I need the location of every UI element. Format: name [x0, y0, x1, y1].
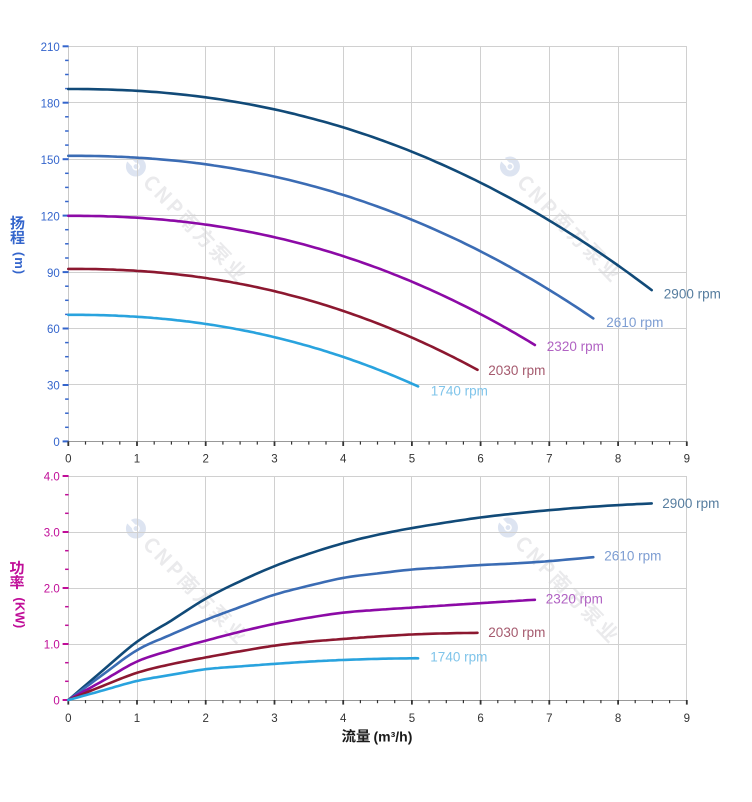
svg-text:0: 0 — [65, 453, 71, 465]
svg-text:4: 4 — [340, 453, 347, 465]
svg-text:120: 120 — [41, 211, 60, 223]
svg-text:210: 210 — [41, 42, 60, 54]
svg-text:5: 5 — [409, 713, 415, 725]
svg-text:8: 8 — [615, 453, 621, 465]
svg-text:1: 1 — [134, 453, 140, 465]
svg-text:5: 5 — [409, 453, 415, 465]
svg-text:1: 1 — [134, 713, 140, 725]
svg-text:0: 0 — [53, 696, 59, 708]
svg-text:1740 rpm: 1740 rpm — [431, 383, 488, 398]
svg-text:9: 9 — [684, 453, 690, 465]
svg-text:8: 8 — [615, 713, 621, 725]
svg-text:(m): (m) — [12, 252, 27, 275]
svg-text:(KW): (KW) — [12, 597, 27, 628]
svg-text:9: 9 — [684, 713, 690, 725]
svg-text:2610 rpm: 2610 rpm — [604, 548, 661, 563]
svg-text:150: 150 — [41, 155, 60, 167]
svg-text:180: 180 — [41, 98, 60, 110]
svg-text:2: 2 — [202, 713, 208, 725]
svg-text:3.0: 3.0 — [44, 528, 60, 540]
svg-text:7: 7 — [546, 713, 552, 725]
svg-text:90: 90 — [47, 268, 60, 280]
svg-text:2.0: 2.0 — [44, 584, 60, 596]
svg-text:2320 rpm: 2320 rpm — [546, 591, 603, 606]
svg-text:(m³/h): (m³/h) — [374, 728, 413, 744]
svg-text:1740 rpm: 1740 rpm — [430, 649, 487, 664]
svg-text:60: 60 — [47, 324, 60, 336]
svg-text:2030 rpm: 2030 rpm — [488, 625, 545, 640]
svg-text:30: 30 — [47, 381, 60, 393]
svg-text:3: 3 — [271, 453, 277, 465]
svg-text:0: 0 — [53, 437, 59, 449]
svg-text:2900 rpm: 2900 rpm — [664, 286, 721, 301]
svg-text:2610 rpm: 2610 rpm — [606, 315, 663, 330]
svg-text:7: 7 — [546, 453, 552, 465]
svg-text:6: 6 — [477, 453, 483, 465]
svg-text:4: 4 — [340, 713, 347, 725]
svg-text:6: 6 — [477, 713, 483, 725]
svg-text:3: 3 — [271, 713, 277, 725]
svg-text:2: 2 — [202, 453, 208, 465]
svg-text:4.0: 4.0 — [44, 472, 60, 484]
svg-text:1.0: 1.0 — [44, 640, 60, 652]
svg-text:2320 rpm: 2320 rpm — [547, 339, 604, 354]
svg-text:2900 rpm: 2900 rpm — [662, 496, 719, 511]
svg-text:0: 0 — [65, 713, 71, 725]
svg-text:2030 rpm: 2030 rpm — [488, 363, 545, 378]
